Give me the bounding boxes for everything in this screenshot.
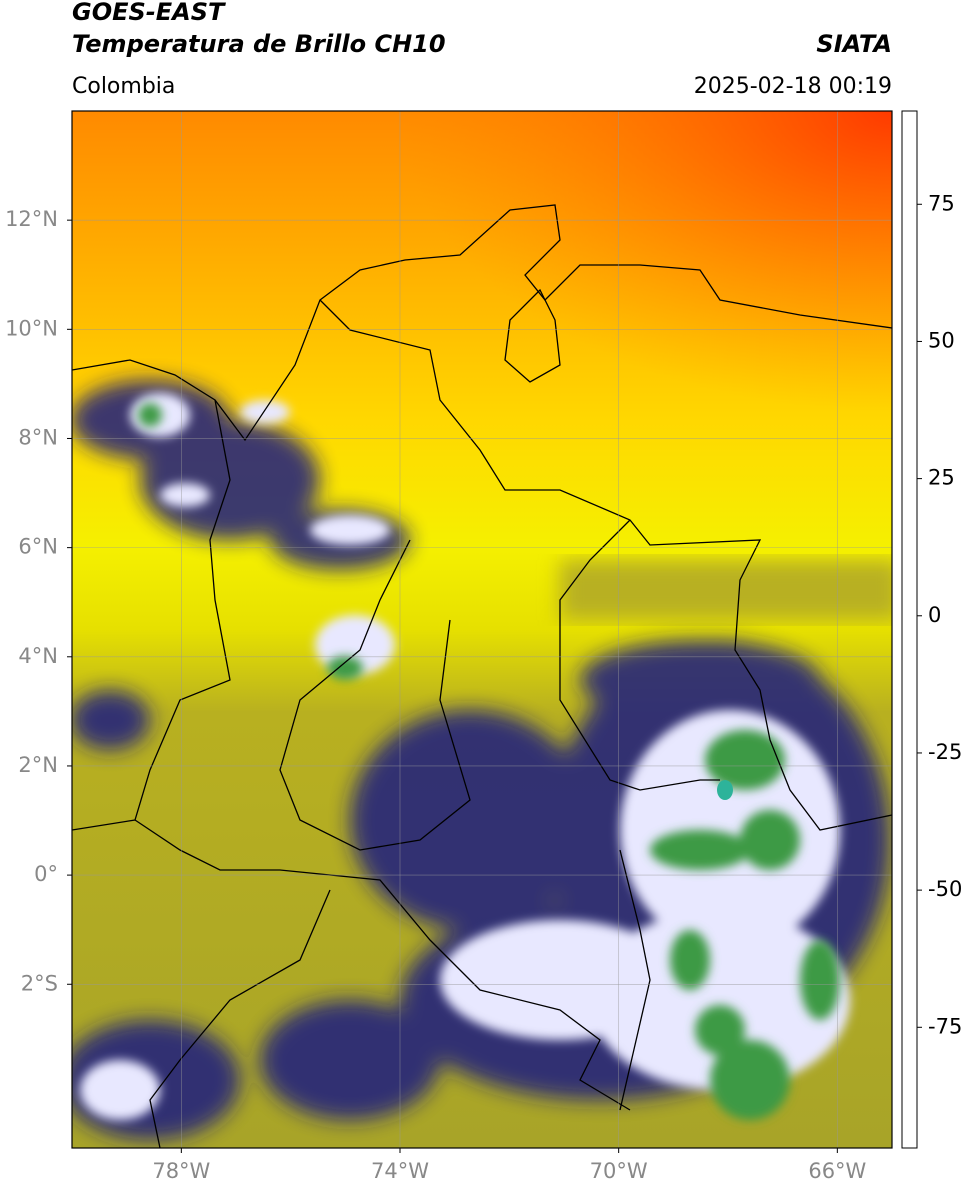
subtitle: Temperatura de Brillo CH10 xyxy=(72,30,446,58)
y-tick-label: 4°N xyxy=(18,644,58,668)
x-tick-label: 74°W xyxy=(371,1159,429,1183)
x-tick-label: 66°W xyxy=(808,1159,866,1183)
colorbar-tick-label: 75 xyxy=(928,191,955,215)
y-tick-label: 12°N xyxy=(5,207,58,231)
map-frame xyxy=(71,110,893,1149)
colorbar-tick-label: 25 xyxy=(928,466,955,490)
colorbar xyxy=(901,110,918,1149)
colorbar-tick-label: 0 xyxy=(928,603,941,627)
colorbar-tick-label: -25 xyxy=(928,740,962,764)
colorbar-tick-label: -75 xyxy=(928,1014,962,1038)
y-tick-label: 8°N xyxy=(18,425,58,449)
x-tick-label: 78°W xyxy=(152,1159,210,1183)
grid xyxy=(72,111,892,1148)
timestamp: 2025-02-18 00:19 xyxy=(694,74,892,99)
satellite-image xyxy=(72,111,892,1148)
title: GOES-EAST xyxy=(72,0,226,26)
source: SIATA xyxy=(816,30,892,58)
y-tick-label: 6°N xyxy=(18,535,58,559)
colorbar-tick-label: -50 xyxy=(928,877,962,901)
x-tick-label: 70°W xyxy=(590,1159,648,1183)
y-tick-label: 2°N xyxy=(18,753,58,777)
y-tick-label: 10°N xyxy=(5,316,58,340)
region: Colombia xyxy=(72,74,175,99)
borders xyxy=(72,204,892,1148)
colorbar-tick-label: 50 xyxy=(928,328,955,352)
y-tick-label: 0° xyxy=(34,862,58,886)
y-tick-label: 2°S xyxy=(21,971,58,995)
